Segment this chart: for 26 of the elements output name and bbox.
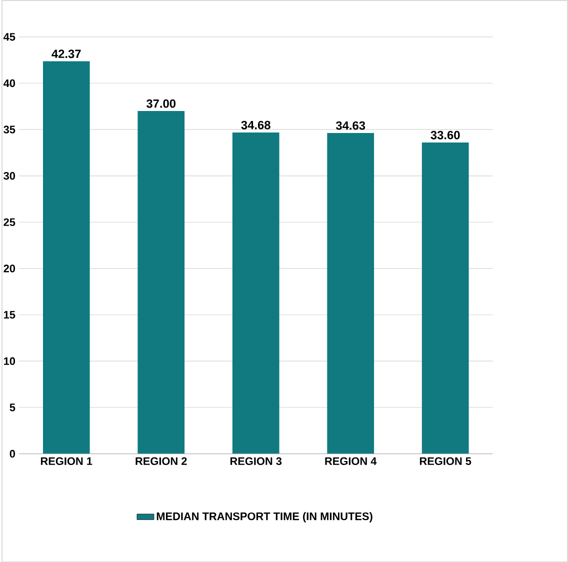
y-tick-label: 30 — [4, 172, 16, 180]
data-label: 34.68 — [241, 120, 270, 130]
y-tick-label: 0 — [10, 450, 16, 458]
y-tick-label: 40 — [3, 79, 16, 87]
data-label: 34.63 — [336, 121, 366, 130]
legend-label: MEDIAN TRANSPORT TIME (IN MINUTES) — [156, 512, 372, 522]
y-tick-label: 45 — [3, 32, 16, 40]
x-tick-label: REGION 1 — [40, 457, 92, 465]
y-tick-label: 5 — [10, 403, 16, 412]
bar — [138, 110, 185, 454]
data-label: 33.60 — [430, 130, 460, 140]
x-tick-label: REGION 3 — [230, 457, 282, 465]
bar — [327, 132, 374, 454]
y-tick-label: 20 — [4, 264, 16, 272]
x-tick-label: REGION 4 — [325, 457, 377, 465]
data-label: 37.00 — [146, 99, 176, 108]
bar — [42, 61, 90, 454]
bar — [232, 132, 280, 454]
x-tick-label: REGION 5 — [420, 457, 472, 465]
bar — [422, 142, 469, 454]
y-tick-label: 10 — [4, 357, 16, 365]
y-tick-label: 25 — [4, 218, 16, 226]
y-tick-label: 35 — [4, 125, 16, 134]
data-label: 42.37 — [52, 49, 81, 58]
x-tick-label: REGION 2 — [136, 457, 187, 465]
y-tick-label: 15 — [4, 310, 16, 318]
